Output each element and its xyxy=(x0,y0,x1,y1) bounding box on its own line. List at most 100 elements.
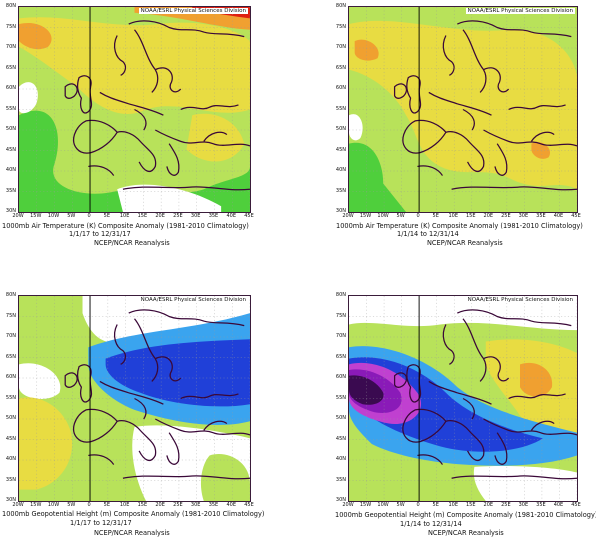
lat-tick-label: 35N xyxy=(335,187,346,194)
lon-tick-label: 10E xyxy=(119,213,130,219)
lat-tick-label: 35N xyxy=(5,187,16,194)
lat-tick-label: 70N xyxy=(5,333,16,339)
map-air-temp-2014: NOAA/ESRL Physical Sciences Division xyxy=(348,6,578,213)
contour-map-svg xyxy=(19,7,250,212)
lon-tick-label: 30E xyxy=(190,502,201,508)
lat-tick-label: 30N xyxy=(5,208,16,214)
lon-tick-label: 20E xyxy=(483,502,494,508)
contour-fill-orange xyxy=(354,39,379,61)
coastline xyxy=(166,143,180,176)
coastline xyxy=(117,420,157,462)
coastline xyxy=(154,129,250,147)
coastline xyxy=(417,454,444,465)
contour-fill-darkpurple xyxy=(349,375,384,405)
lat-tick-label: 70N xyxy=(335,44,346,50)
coastline xyxy=(462,318,487,382)
lon-tick-label: 5E xyxy=(103,502,111,508)
coastline xyxy=(203,131,228,142)
lat-tick-label: 70N xyxy=(5,44,16,50)
lat-tick-label: 75N xyxy=(5,23,16,30)
coastline xyxy=(462,397,475,420)
lat-tick-label: 45N xyxy=(335,146,346,153)
caption-source: NCEP/NCAR Reanalysis xyxy=(94,529,170,537)
lon-tick-label: 20E xyxy=(483,213,494,219)
division-header: NOAA/ESRL Physical Sciences Division xyxy=(465,8,575,14)
coastline xyxy=(114,324,127,365)
lon-tick-label: 5E xyxy=(103,213,111,219)
coastline xyxy=(442,324,455,365)
lon-tick-label: 25E xyxy=(501,213,511,219)
caption-date-range: 1/1/17 to 12/31/17 xyxy=(69,230,131,238)
contour-map-svg xyxy=(349,7,577,212)
lat-tick-label: 75N xyxy=(335,23,346,30)
coastline xyxy=(122,475,250,480)
lon-tick-label: 20E xyxy=(155,502,165,508)
coastline xyxy=(442,35,455,76)
lat-tick-label: 35N xyxy=(5,476,16,483)
lon-tick-label: 15E xyxy=(466,502,476,508)
lat-tick-label: 30N xyxy=(335,208,346,214)
contour-fill-blue xyxy=(105,339,250,407)
caption-title: 1000mb Geopotential Height (m) Composite… xyxy=(335,511,596,519)
coastline xyxy=(88,454,115,465)
lon-tick-label: 20W xyxy=(342,502,354,508)
lon-tick-label: 40E xyxy=(226,502,236,508)
coastline xyxy=(451,475,577,480)
coastline xyxy=(180,104,239,111)
lat-tick-label: 40N xyxy=(5,456,16,462)
caption-date-range: 1/1/14 to 12/31/14 xyxy=(397,230,459,238)
contour-fill-white xyxy=(349,296,577,331)
contour-fill-orange xyxy=(520,362,553,397)
lon-tick-label: 20W xyxy=(12,213,24,219)
coastline xyxy=(88,165,115,176)
lon-tick-label: 10E xyxy=(119,502,130,508)
coastline xyxy=(114,35,127,76)
division-header: NOAA/ESRL Physical Sciences Division xyxy=(138,297,248,303)
lon-tick-label: 5E xyxy=(432,502,439,508)
lon-tick-label: 20E xyxy=(155,213,165,219)
lon-tick-label: 15W xyxy=(359,502,372,508)
coastline xyxy=(117,131,157,173)
coastline xyxy=(73,408,118,443)
lat-tick-label: 50N xyxy=(335,415,346,421)
lat-tick-label: 50N xyxy=(5,415,16,421)
coastline xyxy=(134,318,159,382)
lat-tick-label: 45N xyxy=(335,435,346,442)
coastline xyxy=(483,67,510,93)
lat-tick-label: 60N xyxy=(5,374,16,380)
coastline xyxy=(508,104,566,111)
lon-tick-label: 20W xyxy=(12,502,24,508)
lat-tick-label: 55N xyxy=(5,394,16,401)
lon-tick-label: 10E xyxy=(448,502,458,508)
lon-tick-label: 25E xyxy=(173,213,183,219)
coastline xyxy=(402,408,447,443)
coastline xyxy=(462,108,475,131)
lon-tick-label: 15E xyxy=(137,213,148,219)
lon-tick-label: 15E xyxy=(466,213,476,219)
map-geopotential-2017: NOAA/ESRL Physical Sciences Division xyxy=(18,295,251,502)
coastline xyxy=(73,119,118,154)
lat-tick-label: 60N xyxy=(335,374,346,380)
contour-fill-white xyxy=(117,184,222,212)
lat-tick-label: 50N xyxy=(335,126,346,132)
lat-tick-label: 80N xyxy=(5,3,16,9)
lat-tick-label: 30N xyxy=(335,497,346,503)
caption-source: NCEP/NCAR Reanalysis xyxy=(427,239,503,247)
lat-tick-label: 65N xyxy=(335,353,346,360)
coastline xyxy=(128,20,245,38)
division-header: NOAA/ESRL Physical Sciences Division xyxy=(138,8,248,14)
lon-tick-label: 5W xyxy=(396,213,405,219)
coastline xyxy=(166,432,180,465)
contour-fill-white xyxy=(19,82,38,114)
coastline xyxy=(451,186,577,191)
lon-tick-label: 15W xyxy=(359,213,372,219)
caption-title: 1000mb Air Temperature (K) Composite Ano… xyxy=(336,222,583,230)
lon-tick-label: 35E xyxy=(536,502,546,508)
contour-fill-white xyxy=(82,296,250,343)
coastline xyxy=(64,83,78,99)
lat-tick-label: 80N xyxy=(335,292,346,298)
coastline xyxy=(134,397,147,420)
coastline xyxy=(155,356,182,382)
lon-tick-label: 35E xyxy=(536,213,546,219)
lon-tick-label: 45E xyxy=(244,213,254,219)
